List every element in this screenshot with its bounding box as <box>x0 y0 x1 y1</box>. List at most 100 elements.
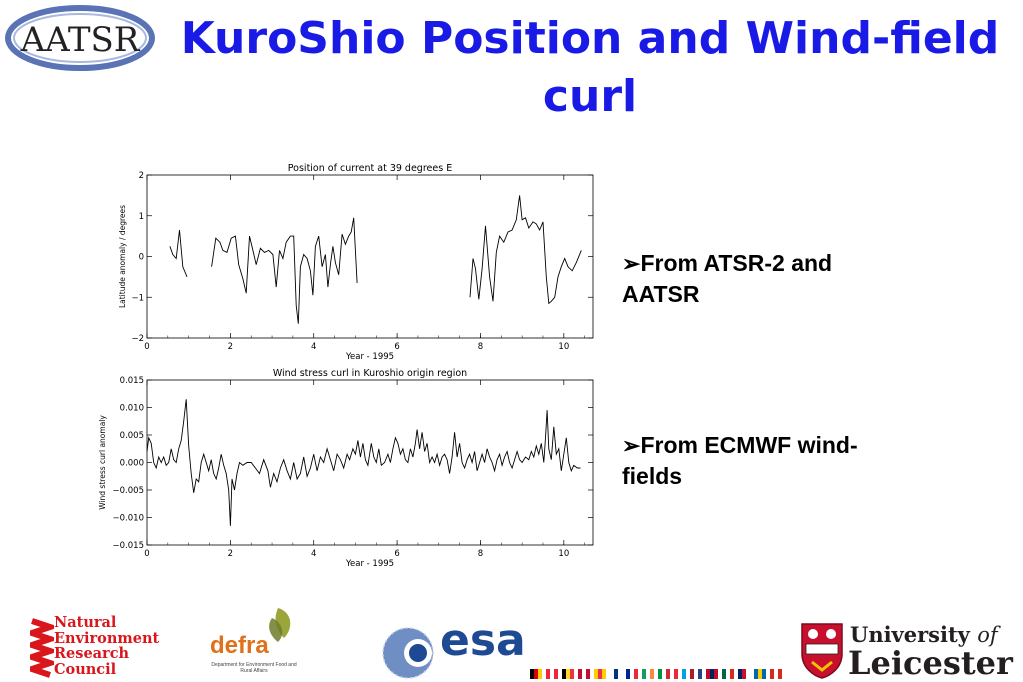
flag-stripe <box>762 669 766 679</box>
x-axis-label: Year - 1995 <box>345 559 394 569</box>
flag-stripe <box>694 669 698 679</box>
bullet-list: ➢From ATSR-2 and AATSR ➢From ECMWF wind-… <box>622 248 882 489</box>
flag-stripe <box>642 669 646 679</box>
x-axis-label: Year - 1995 <box>345 352 394 362</box>
flag-stripe <box>770 669 774 679</box>
y-tick-label: 0.010 <box>120 404 144 414</box>
y-tick-label: 0 <box>139 253 144 263</box>
aatsr-logo: AATSR <box>5 5 155 71</box>
arrow-bullet-icon: ➢ <box>622 433 641 458</box>
x-tick-label: 10 <box>558 549 569 559</box>
flag-stripe <box>678 669 682 679</box>
y-axis-label: Wind stress curl anomaly <box>98 415 107 510</box>
flag-stripe <box>710 669 714 679</box>
flag-stripe <box>682 669 686 679</box>
flag-stripe <box>634 669 638 679</box>
y-tick-label: 2 <box>139 171 144 181</box>
flag-stripe <box>626 669 630 679</box>
wind-stress-curl-chart: Wind stress curl in Kuroshio origin regi… <box>98 368 594 569</box>
slide-title: KuroShio Position and Wind-field curl <box>180 13 1000 122</box>
flag-stripe <box>758 669 762 679</box>
y-tick-label: −0.010 <box>113 514 144 524</box>
nerc-line: Research <box>54 645 130 662</box>
flag-stripe <box>534 669 538 679</box>
defra-wordmark: defra <box>210 632 269 659</box>
series-line <box>211 217 358 324</box>
chart-title: Wind stress curl in Kuroshio origin regi… <box>273 368 467 379</box>
flag-stripe <box>610 669 614 679</box>
x-tick-label: 8 <box>478 342 483 352</box>
flag-stripe <box>570 669 574 679</box>
series-line <box>169 229 188 278</box>
plot-frame <box>146 379 594 546</box>
flag-stripe <box>778 669 782 679</box>
esa-globe-icon <box>382 627 434 679</box>
bullet-text: From ECMWF wind-fields <box>622 432 858 489</box>
plot-frame <box>146 174 594 339</box>
flag-stripe <box>546 669 550 679</box>
defra-logo: defra Department for Environment Food an… <box>206 604 302 678</box>
series-line <box>469 195 582 305</box>
flag-stripe <box>614 669 618 679</box>
flag-stripe <box>662 669 666 679</box>
y-tick-label: 0.005 <box>120 431 144 441</box>
flag-stripe <box>630 669 634 679</box>
leicester-logo: University of Leicester <box>800 620 1022 682</box>
flag-stripe <box>726 669 730 679</box>
flag-stripe <box>774 669 778 679</box>
nerc-logo: Natural Environment Research Council <box>30 615 170 681</box>
flag-stripe <box>722 669 726 679</box>
flag-stripe <box>550 669 554 679</box>
chart-title: Position of current at 39 degrees E <box>288 163 452 174</box>
leicester-line-2: Leicester <box>848 644 1013 682</box>
flag-stripe <box>730 669 734 679</box>
series-line <box>146 399 581 526</box>
flag-stripe <box>658 669 662 679</box>
bullet-item: ➢From ECMWF wind-fields <box>622 430 882 492</box>
flag-stripe <box>582 669 586 679</box>
flag-stripe <box>754 669 758 679</box>
defra-subtitle: Department for Environment Food and Rura… <box>211 662 297 674</box>
x-tick-label: 0 <box>144 342 149 352</box>
leicester-crest-icon <box>801 623 843 679</box>
flag-stripe <box>738 669 742 679</box>
flag-stripe <box>530 669 534 679</box>
arrow-bullet-icon: ➢ <box>622 251 641 276</box>
flag-stripe <box>554 669 558 679</box>
flag-stripe <box>562 669 566 679</box>
x-tick-label: 4 <box>311 549 316 559</box>
flag-stripe <box>538 669 542 679</box>
esa-logo: esa <box>380 615 790 681</box>
x-tick-label: 6 <box>394 342 399 352</box>
flag-stripe <box>594 669 598 679</box>
flag-stripe <box>742 669 746 679</box>
flag-stripe <box>746 669 750 679</box>
member-flags-strip <box>530 669 782 679</box>
flag-stripe <box>586 669 590 679</box>
flag-stripe <box>602 669 606 679</box>
bullet-text: From ATSR-2 and AATSR <box>622 250 833 307</box>
flag-stripe <box>714 669 718 679</box>
x-tick-label: 10 <box>558 342 569 352</box>
nerc-line: Environment <box>54 629 160 647</box>
x-tick-label: 2 <box>228 549 233 559</box>
flag-stripe <box>706 669 710 679</box>
flag-stripe <box>666 669 670 679</box>
y-tick-label: 1 <box>139 212 144 222</box>
y-tick-label: −2 <box>131 334 144 344</box>
nerc-line: Natural <box>54 614 117 631</box>
defra-leaf-icon <box>269 608 291 642</box>
leicester-line-1: University of <box>850 622 998 647</box>
flag-stripe <box>690 669 694 679</box>
flag-stripe <box>618 669 622 679</box>
x-tick-label: 4 <box>311 342 316 352</box>
x-tick-label: 0 <box>144 549 149 559</box>
y-axis-label: Latitude anomaly / degrees <box>118 205 127 308</box>
flag-stripe <box>650 669 654 679</box>
bullet-item: ➢From ATSR-2 and AATSR <box>622 248 882 310</box>
y-tick-label: −0.005 <box>113 486 144 496</box>
flag-stripe <box>698 669 702 679</box>
aatsr-logo-text: AATSR <box>20 20 141 60</box>
x-tick-label: 6 <box>394 549 399 559</box>
nerc-chevron-icon <box>30 618 54 678</box>
